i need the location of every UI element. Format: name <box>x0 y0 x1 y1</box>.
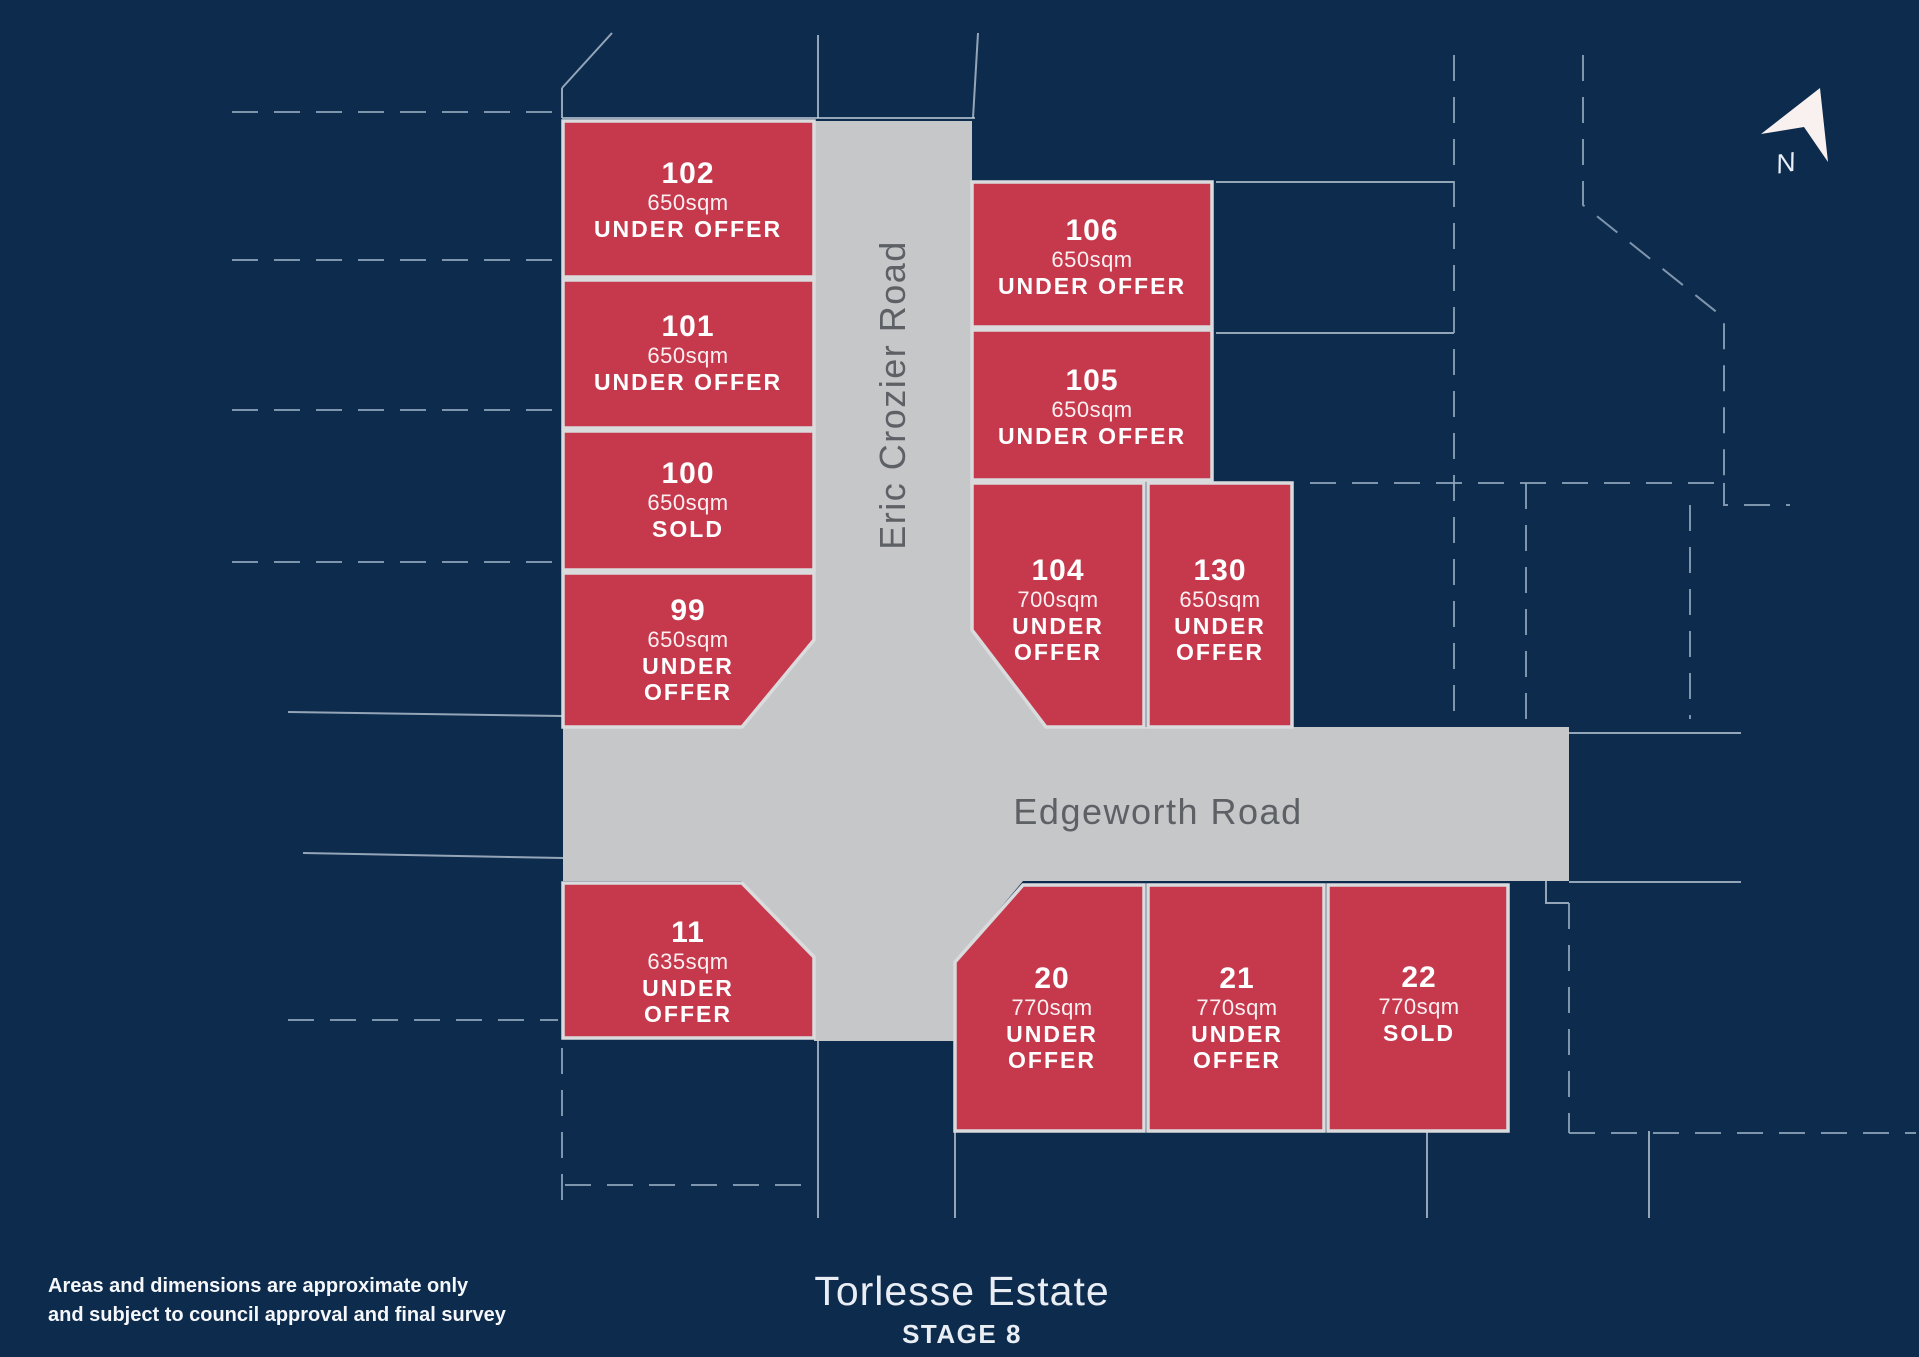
lot-100-region <box>561 429 816 572</box>
boundary-line <box>1545 881 1569 904</box>
boundary-line <box>302 852 564 859</box>
north-arrow-icon <box>1761 88 1828 162</box>
lot-105-region <box>970 328 1214 482</box>
lot-11-region <box>561 881 816 1040</box>
lot-130-region <box>1146 481 1294 729</box>
boundary-line <box>972 32 979 119</box>
boundary-line <box>561 32 613 89</box>
lot-102-region <box>561 119 816 279</box>
lot-22-region <box>1326 883 1510 1133</box>
lot-21-region <box>1146 883 1326 1133</box>
lot-101-region <box>561 278 816 430</box>
boundary-line <box>287 711 564 717</box>
lot-104-region <box>970 481 1146 729</box>
boundary-line <box>1582 55 1725 483</box>
lots <box>561 119 1510 1133</box>
lot-106-region <box>970 180 1214 329</box>
boundary-line <box>1723 483 1790 506</box>
lot-20-region <box>953 883 1146 1133</box>
lot-99-region <box>561 571 816 729</box>
